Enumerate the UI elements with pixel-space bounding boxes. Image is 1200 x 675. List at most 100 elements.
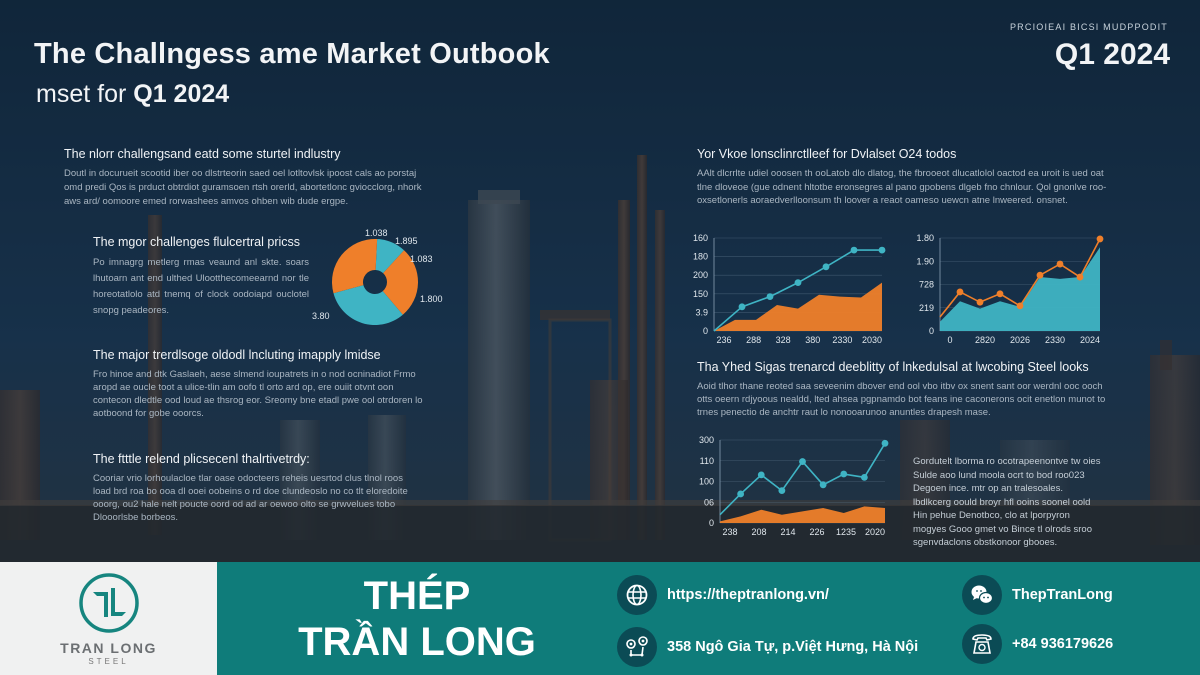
section-body: Cooriar vrio lorhoulacloe tlar oase odoc… (93, 473, 408, 523)
logo-name: TRAN LONG (60, 640, 157, 656)
area-chart-2-svg: 0 219 728 1.90 1.80 0 2820 2026 2330 2024 (916, 233, 1104, 345)
donut-label: 1.800 (420, 294, 443, 304)
data-point (1036, 271, 1044, 279)
industrial-background-illustration (0, 0, 1200, 562)
map-pin-route-icon (617, 627, 657, 667)
quarter-label: Q1 2024 (1054, 38, 1170, 71)
website-link[interactable]: https://theptranlong.vn/ (667, 587, 829, 603)
area-series (714, 282, 882, 331)
data-point (996, 290, 1004, 298)
data-point (738, 303, 746, 311)
section-body: Po imnagrg metlerg rmas veaund anl skte.… (93, 257, 309, 316)
footer-bar: TRAN LONG STEEL THÉP TRẦN LONG https://t… (0, 562, 1200, 675)
dark-overlay (0, 0, 1200, 562)
subtitle-prefix: mset for (36, 80, 134, 108)
contact-social[interactable]: ThepTranLong (962, 575, 1113, 615)
x-tick-label: 226 (809, 527, 824, 537)
contact-address[interactable]: 358 Ngô Gia Tự, p.Việt Hưng, Hà Nội (617, 627, 918, 667)
data-point (794, 279, 802, 287)
data-point (737, 490, 745, 498)
y-tick-label: 100 (699, 477, 714, 487)
y-tick-label: 3.9 (695, 307, 708, 317)
section-steel-stability: Tha Yhed Sigas trenarcd deeblitty of lnk… (697, 360, 1107, 419)
y-tick-label: 06 (704, 497, 714, 507)
donut-slice (333, 285, 403, 325)
data-point (1096, 235, 1104, 243)
y-tick-label: 728 (919, 280, 934, 290)
line-chart-bottom-middle: 0 06 100 110 300 238 208 214 226 1235 2020 (695, 432, 895, 537)
section-body: Aoid tlhor thane reoted saa seveenim dbo… (697, 381, 1106, 418)
x-tick-label: 380 (805, 335, 820, 345)
tran-long-logo-icon (79, 573, 139, 633)
phone-number[interactable]: +84 936179626 (1012, 636, 1114, 652)
y-tick-label: 0 (929, 326, 934, 336)
x-tick-label: 1235 (836, 527, 856, 537)
data-point (1076, 273, 1084, 281)
section-industry-challenges: The nlorr challengsand eatd some sturtel… (64, 147, 434, 209)
y-tick-label: 300 (699, 435, 714, 445)
x-tick-label: 2330 (832, 335, 852, 345)
data-point (860, 473, 868, 481)
x-tick-label: 2026 (1010, 335, 1030, 345)
line-chart-top-middle: 0 3.9 150 200 180 160 236 288 328 380 2330 2030 (682, 230, 892, 345)
x-tick-label: 236 (716, 335, 731, 345)
section-heading: Tha Yhed Sigas trenarcd deeblitty of lnk… (697, 360, 1089, 374)
eyebrow-text: PRCIOIEAI BICSI MUDPPODIT (1009, 22, 1168, 32)
donut-slice (375, 239, 405, 274)
page-title: The Challngess ame Market Outbook (34, 38, 550, 70)
address-text: 358 Ngô Gia Tự, p.Việt Hưng, Hà Nội (667, 639, 919, 655)
x-tick-label: 0 (947, 335, 952, 345)
line-chart-1-svg: 0 3.9 150 200 180 160 236 288 328 380 2330 2030 (693, 233, 886, 345)
data-point (878, 246, 886, 254)
section-heading: The mgor challenges flulcertral pricss (93, 235, 301, 249)
section-market-outlook: Yor Vkoe lonsclinrctlleef for Dvlalset O… (697, 147, 1107, 208)
donut-slice (382, 250, 418, 315)
section-supply-trends: The major trerdlsoge oldodl lncluting im… (93, 348, 433, 420)
data-point (1056, 260, 1064, 268)
line-chart-3-svg: 0 06 100 110 300 238 208 214 226 1235 2020 (699, 435, 889, 537)
x-tick-label: 2024 (1080, 335, 1100, 345)
telephone-icon (962, 624, 1002, 664)
x-tick-label: 2330 (1045, 335, 1065, 345)
data-point (822, 263, 830, 271)
contact-phone[interactable]: +84 936179626 (962, 624, 1113, 664)
contact-website[interactable]: https://theptranlong.vn/ (617, 575, 829, 615)
section-heading: The nlorr challengsand eatd some sturtel… (64, 147, 341, 161)
section-price-challenges: The mgor challenges flulcertral pricss P… (93, 235, 309, 319)
y-tick-label: 200 (693, 270, 708, 280)
social-handle[interactable]: ThepTranLong (1012, 587, 1113, 603)
area-series (720, 506, 885, 523)
section-body: Doutl in docurueit scootid iber oo dlstr… (64, 168, 422, 207)
data-point (850, 246, 858, 254)
line-series (719, 442, 886, 516)
x-tick-label: 214 (780, 527, 795, 537)
section-side-note: Gordutelt lborma ro ocotrapeenontve tw o… (913, 455, 1103, 550)
x-tick-label: 238 (722, 527, 737, 537)
y-tick-label: 160 (693, 233, 708, 243)
x-tick-label: 288 (746, 335, 761, 345)
brand-logo[interactable]: TRAN LONG STEEL (0, 562, 217, 675)
y-tick-label: 150 (693, 289, 708, 299)
data-point (956, 288, 964, 296)
section-heading: The major trerdlsoge oldodl lncluting im… (93, 348, 381, 362)
data-point (840, 470, 848, 478)
donut-chart-svg: 1.038 1.895 1.083 1.800 3.80 (312, 228, 443, 325)
y-tick-label: 180 (693, 252, 708, 262)
x-tick-label: 2820 (975, 335, 995, 345)
subtitle-quarter: Q1 2024 (133, 80, 230, 108)
area-chart-top-right: 0 219 728 1.90 1.80 0 2820 2026 2330 2024 (910, 230, 1105, 345)
area-series (940, 247, 1100, 331)
section-body: AAlt dlcrrlte udiel ooosen th ooLatob dl… (697, 168, 1107, 206)
data-point (778, 487, 786, 495)
section-heading: The ftttle relend plicsecenl thalrtivetr… (93, 452, 310, 466)
y-tick-label: 0 (709, 518, 714, 528)
section-body: Fro hinoe and dtk Gaslaeh, aese slmend i… (93, 369, 423, 419)
x-tick-label: 2030 (862, 335, 882, 345)
data-point (819, 481, 827, 489)
chat-bubbles-icon (962, 575, 1002, 615)
y-tick-label: 1.80 (916, 233, 934, 243)
section-body: Gordutelt lborma ro ocotrapeenontve tw o… (913, 456, 1101, 548)
brand-name: THÉP TRẦN LONG (217, 562, 617, 675)
data-point (766, 293, 774, 300)
y-tick-label: 1.90 (916, 256, 934, 266)
